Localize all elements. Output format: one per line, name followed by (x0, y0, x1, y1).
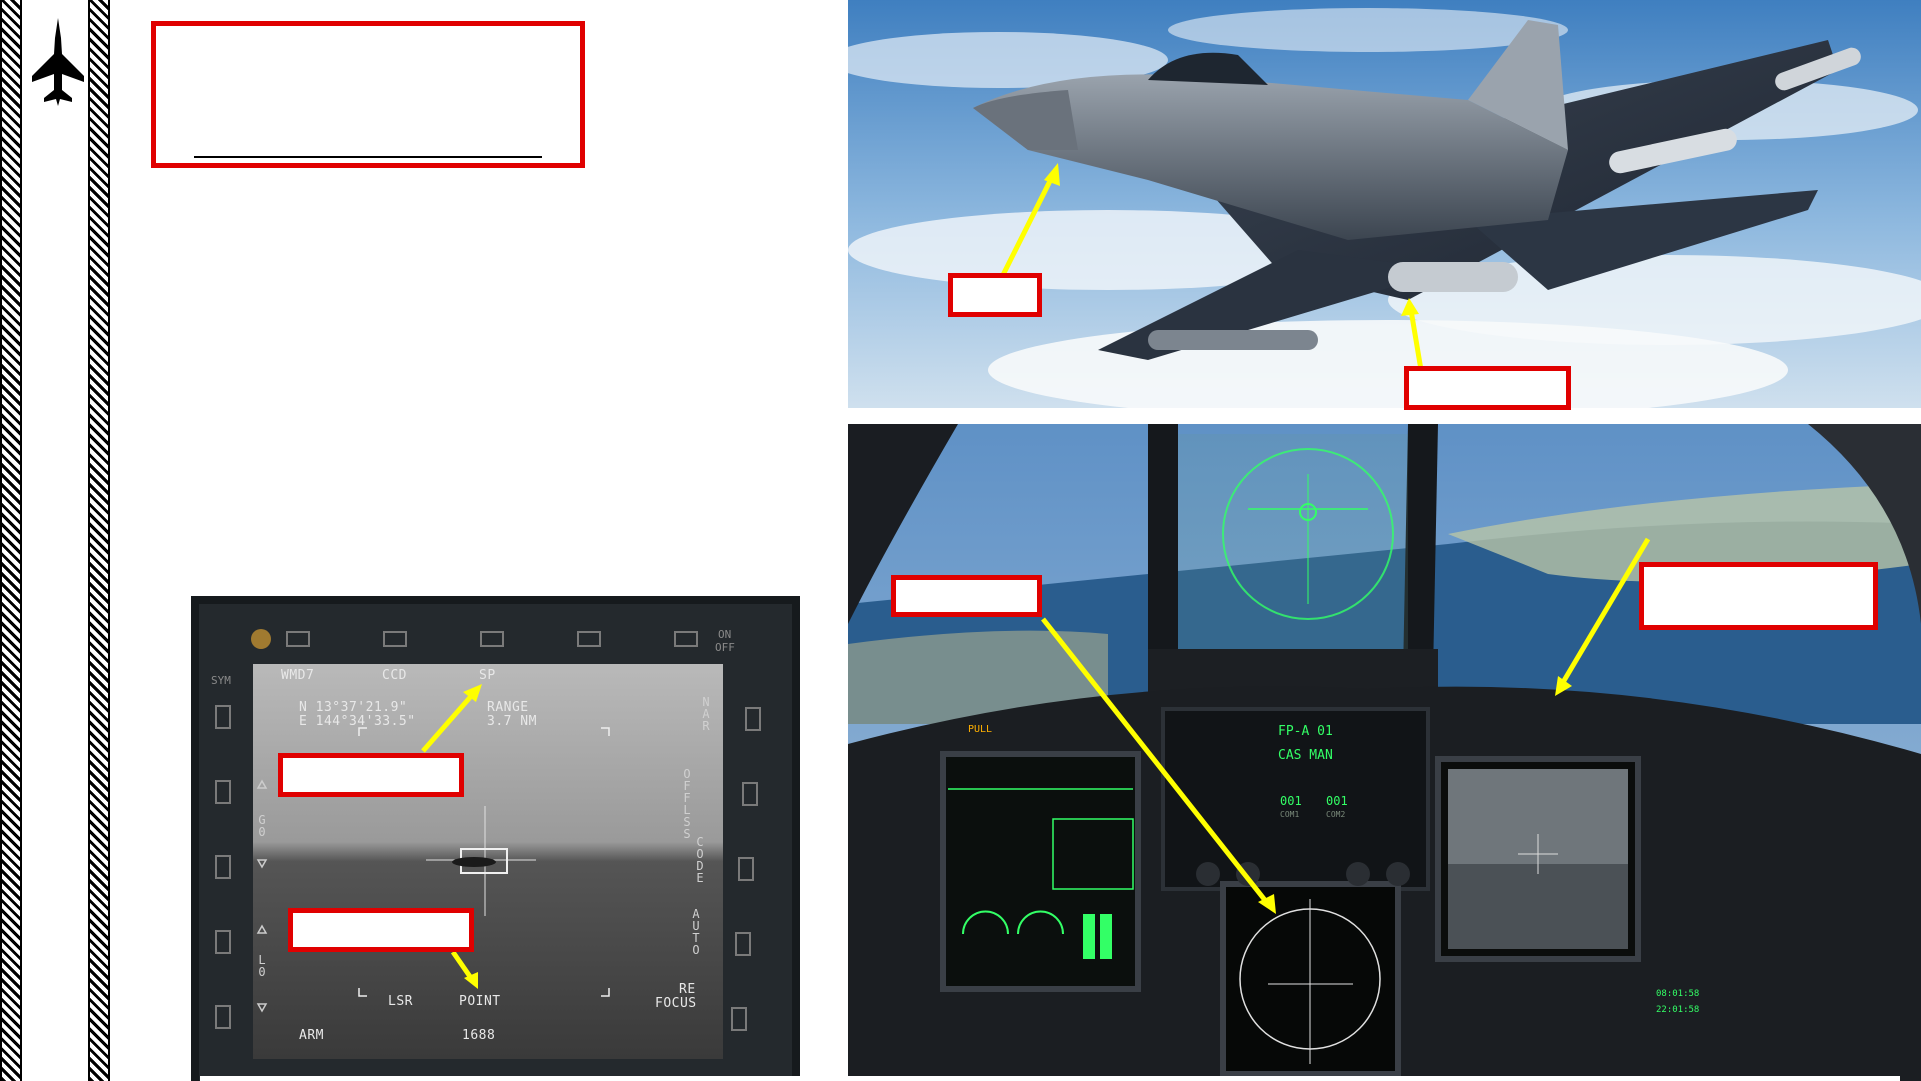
mfd-point: POINT (459, 994, 501, 1009)
jet-photo (848, 0, 1921, 408)
callout-jet-pod (1404, 366, 1571, 410)
title-box (151, 21, 585, 168)
mfd-code: CODE (696, 835, 704, 885)
mfd-g0: G0 (258, 813, 266, 839)
callout-cockpit-right-mfd (1639, 562, 1878, 630)
mfd-coord-e: E 144°34'33.5" (299, 714, 416, 729)
mfd-on: ON (718, 628, 732, 641)
mfd-auto: AUTO (692, 907, 700, 957)
mfd-code-value: 1688 (462, 1028, 496, 1043)
ufcp-line2: CAS MAN (1278, 748, 1333, 763)
ufcp-com2: COM2 (1326, 810, 1346, 819)
title-underline (194, 156, 542, 158)
mfd-ccd: CCD (382, 668, 407, 683)
mfd-wmd7: WMD7 (281, 668, 315, 683)
ufcp-line1: FP-A 01 (1278, 724, 1333, 739)
mfd-range-value: 3.7 NM (487, 714, 537, 729)
clock-top: 08:01:58 (1656, 989, 1700, 999)
clock-bottom: 22:01:58 (1656, 1005, 1700, 1015)
bottom-strip (200, 1076, 1900, 1081)
pull-handle-label: PULL (968, 724, 993, 735)
mfd-range-label: RANGE (487, 700, 529, 715)
mfd-sym: SYM (211, 674, 231, 687)
mfd-lsr: LSR (388, 994, 413, 1009)
ufcp-line3b: 001 (1326, 794, 1348, 808)
mfd-sp: SP (479, 668, 496, 683)
left-hatched-rail (0, 0, 22, 1081)
mfd-focus: FOCUS (655, 996, 697, 1011)
mfd-coord-n: N 13°37'21.9" (299, 700, 408, 715)
mfd-arm: ARM (299, 1028, 324, 1043)
callout-jet-nose (948, 273, 1042, 317)
callout-mfd-point (288, 908, 474, 952)
mfd-nar: NAR (702, 695, 710, 733)
cockpit-photo: FP-A 01 CAS MAN 001 001 COM1 COM2 PULL 0… (848, 424, 1921, 1081)
tgp-mfd-photo: WMD7 CCD SP N 13°37'21.9" E 144°34'33.5"… (191, 596, 800, 1081)
mfd-off-lss: OFF LSS (683, 767, 691, 841)
ufcp-com1: COM1 (1280, 810, 1300, 819)
callout-mfd-sp (278, 753, 464, 797)
jet-silhouette-icon (32, 18, 84, 106)
mfd-l0: L0 (258, 953, 266, 979)
right-hatched-rail (88, 0, 110, 1081)
ufcp-line3a: 001 (1280, 794, 1302, 808)
mfd-re: RE (679, 982, 696, 997)
callout-cockpit-center (891, 575, 1042, 617)
mfd-off: OFF (715, 641, 735, 654)
